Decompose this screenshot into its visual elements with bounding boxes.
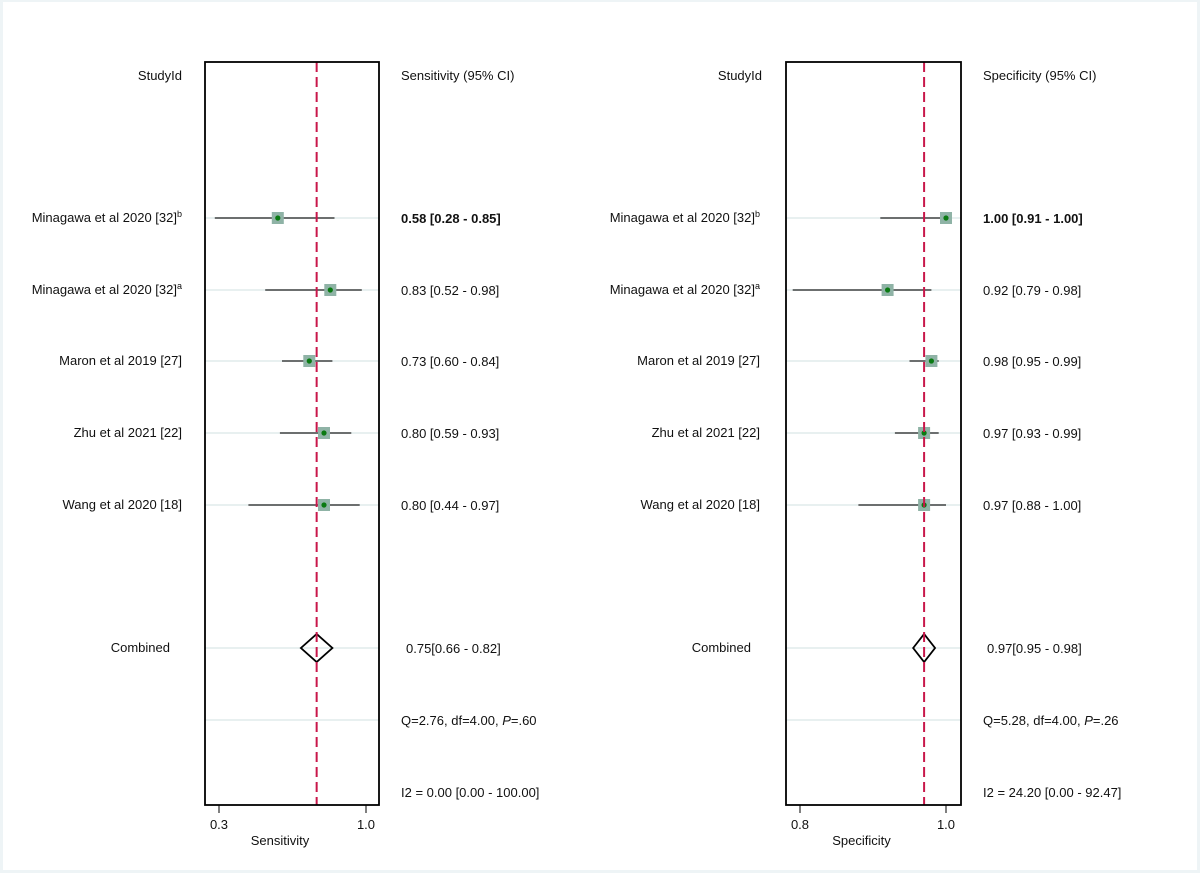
study-name: Minagawa et al 2020 [32] xyxy=(610,210,755,225)
study-row: Maron et al 2019 [27] 0.73 [0.60 - 0.84] xyxy=(59,353,499,369)
x-axis-label: Sensitivity xyxy=(251,833,310,848)
study-row: Minagawa et al 2020 [32]a 0.92 [0.79 - 0.… xyxy=(610,281,1082,298)
combined-label: Combined xyxy=(692,640,751,655)
study-row: Maron et al 2019 [27] 0.98 [0.95 - 0.99] xyxy=(637,353,1081,369)
study-name: Minagawa et al 2020 [32] xyxy=(32,210,177,225)
study-row: Minagawa et al 2020 [32]a 0.83 [0.52 - 0.… xyxy=(32,281,500,298)
x-tick-label: 1.0 xyxy=(357,817,375,832)
study-column-header: StudyId xyxy=(718,68,762,83)
study-label: Wang et al 2020 [18] xyxy=(63,497,183,512)
estimate-dot xyxy=(306,358,312,364)
forest-panel-sensitivity: StudyId Sensitivity (95% CI) Minagawa et a… xyxy=(32,61,539,848)
study-estimate-text: 0.83 [0.52 - 0.98] xyxy=(401,283,499,298)
estimate-dot xyxy=(275,215,281,221)
x-axis-label: Specificity xyxy=(832,833,891,848)
combined-diamond xyxy=(912,632,937,664)
study-name: Minagawa et al 2020 [32] xyxy=(32,282,177,297)
study-name: Wang et al 2020 [18] xyxy=(641,497,761,512)
i2-text: I2 = 0.00 [0.00 - 100.00] xyxy=(401,785,539,800)
study-label: Minagawa et al 2020 [32]b xyxy=(32,209,182,225)
figure-canvas: StudyId Sensitivity (95% CI) Minagawa et a… xyxy=(3,2,1197,870)
q-p-label: P xyxy=(1084,713,1093,728)
study-row: Minagawa et al 2020 [32]b 1.00 [0.91 - 1.… xyxy=(610,209,1083,226)
study-superscript: a xyxy=(177,281,182,291)
study-label: Minagawa et al 2020 [32]b xyxy=(610,209,760,225)
q-prefix: Q=2.76, df=4.00, xyxy=(401,713,502,728)
study-row: Zhu et al 2021 [22] 0.97 [0.93 - 0.99] xyxy=(652,425,1082,441)
x-tick-label: 0.3 xyxy=(210,817,228,832)
value-column-header: Specificity (95% CI) xyxy=(983,68,1096,83)
plot-frame xyxy=(204,61,380,806)
study-name: Zhu et al 2021 [22] xyxy=(74,425,182,440)
study-superscript: b xyxy=(755,209,760,219)
study-row: Wang et al 2020 [18] 0.97 [0.88 - 1.00] xyxy=(641,497,1082,513)
study-label: Wang et al 2020 [18] xyxy=(641,497,761,512)
study-row: Zhu et al 2021 [22] 0.80 [0.59 - 0.93] xyxy=(74,425,500,441)
study-column-header: StudyId xyxy=(138,68,182,83)
x-tick-label: 1.0 xyxy=(937,817,955,832)
combined-label: Combined xyxy=(111,640,170,655)
study-estimate-text: 0.97 [0.93 - 0.99] xyxy=(983,426,1081,441)
study-estimate-text: 1.00 [0.91 - 1.00] xyxy=(983,211,1083,226)
study-name: Maron et al 2019 [27] xyxy=(637,353,760,368)
study-row: Wang et al 2020 [18] 0.80 [0.44 - 0.97] xyxy=(63,497,500,513)
q-p-label: P xyxy=(502,713,511,728)
combined-row: Combined 0.75[0.66 - 0.82] xyxy=(111,632,501,664)
study-label: Maron et al 2019 [27] xyxy=(59,353,182,368)
q-prefix: Q=5.28, df=4.00, xyxy=(983,713,1084,728)
study-label: Maron et al 2019 [27] xyxy=(637,353,760,368)
study-superscript: b xyxy=(177,209,182,219)
study-label: Zhu et al 2021 [22] xyxy=(652,425,760,440)
estimate-dot xyxy=(928,358,935,364)
study-name: Minagawa et al 2020 [32] xyxy=(610,282,755,297)
study-estimate-text: 0.80 [0.59 - 0.93] xyxy=(401,426,499,441)
i2-text: I2 = 24.20 [0.00 - 92.47] xyxy=(983,785,1121,800)
study-estimate-text: 0.98 [0.95 - 0.99] xyxy=(983,354,1081,369)
study-name: Zhu et al 2021 [22] xyxy=(652,425,760,440)
study-superscript: a xyxy=(755,281,760,291)
combined-row: Combined 0.97[0.95 - 0.98] xyxy=(692,632,1082,664)
study-estimate-text: 0.58 [0.28 - 0.85] xyxy=(401,211,501,226)
estimate-dot xyxy=(327,287,333,293)
q-suffix: =.60 xyxy=(511,713,537,728)
heterogeneity-q-text: Q=2.76, df=4.00, P=.60 xyxy=(401,713,537,728)
forest-plots: StudyId Sensitivity (95% CI) Minagawa et a… xyxy=(32,61,1121,848)
value-column-header: Sensitivity (95% CI) xyxy=(401,68,514,83)
study-label: Minagawa et al 2020 [32]a xyxy=(32,281,182,297)
x-tick-label: 0.8 xyxy=(791,817,809,832)
estimate-dot xyxy=(321,502,327,508)
study-estimate-text: 0.97 [0.88 - 1.00] xyxy=(983,498,1081,513)
combined-diamond xyxy=(299,632,334,664)
combined-estimate-text: 0.97[0.95 - 0.98] xyxy=(987,641,1082,656)
q-suffix: =.26 xyxy=(1093,713,1119,728)
study-label: Minagawa et al 2020 [32]a xyxy=(610,281,760,297)
study-estimate-text: 0.73 [0.60 - 0.84] xyxy=(401,354,499,369)
estimate-dot xyxy=(885,287,891,293)
heterogeneity-q-text: Q=5.28, df=4.00, P=.26 xyxy=(983,713,1119,728)
study-estimate-text: 0.80 [0.44 - 0.97] xyxy=(401,498,499,513)
study-name: Maron et al 2019 [27] xyxy=(59,353,182,368)
study-name: Wang et al 2020 [18] xyxy=(63,497,183,512)
study-row: Minagawa et al 2020 [32]b 0.58 [0.28 - 0.… xyxy=(32,209,501,226)
estimate-dot xyxy=(943,215,949,221)
study-estimate-text: 0.92 [0.79 - 0.98] xyxy=(983,283,1081,298)
forest-panel-specificity: StudyId Specificity (95% CI) Minagawa et a… xyxy=(610,61,1121,848)
plot-frame xyxy=(785,61,962,806)
estimate-dot xyxy=(921,430,927,436)
study-label: Zhu et al 2021 [22] xyxy=(74,425,182,440)
combined-estimate-text: 0.75[0.66 - 0.82] xyxy=(406,641,501,656)
estimate-dot xyxy=(321,430,327,436)
